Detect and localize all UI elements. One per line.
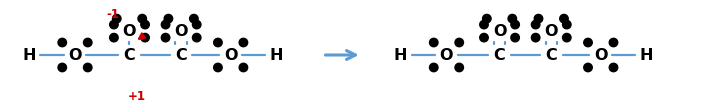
Ellipse shape xyxy=(609,38,618,47)
Text: +1: +1 xyxy=(128,90,145,103)
Text: C: C xyxy=(123,48,135,62)
Ellipse shape xyxy=(164,14,173,23)
Ellipse shape xyxy=(58,38,67,47)
Ellipse shape xyxy=(192,33,201,42)
Ellipse shape xyxy=(455,38,464,47)
Ellipse shape xyxy=(58,63,67,72)
Ellipse shape xyxy=(239,63,247,72)
Text: O: O xyxy=(594,48,608,62)
Ellipse shape xyxy=(189,14,198,23)
Ellipse shape xyxy=(480,33,489,42)
Ellipse shape xyxy=(584,38,592,47)
Text: C: C xyxy=(545,48,557,62)
Text: O: O xyxy=(174,24,188,39)
Ellipse shape xyxy=(508,14,517,23)
Ellipse shape xyxy=(430,38,438,47)
Ellipse shape xyxy=(584,63,592,72)
Ellipse shape xyxy=(511,20,520,29)
Ellipse shape xyxy=(532,20,540,29)
Ellipse shape xyxy=(141,20,150,29)
Text: O: O xyxy=(493,24,506,39)
Text: O: O xyxy=(545,24,558,39)
Text: -1: -1 xyxy=(106,8,119,21)
Ellipse shape xyxy=(239,38,247,47)
Ellipse shape xyxy=(110,33,118,42)
Ellipse shape xyxy=(559,14,568,23)
Text: H: H xyxy=(640,48,654,62)
Ellipse shape xyxy=(84,38,92,47)
Ellipse shape xyxy=(192,20,201,29)
Text: C: C xyxy=(493,48,506,62)
Ellipse shape xyxy=(562,20,571,29)
FancyArrowPatch shape xyxy=(139,33,145,39)
Text: H: H xyxy=(22,48,35,62)
Ellipse shape xyxy=(213,63,222,72)
Ellipse shape xyxy=(110,20,118,29)
Ellipse shape xyxy=(162,20,170,29)
Text: H: H xyxy=(270,48,284,62)
Text: O: O xyxy=(123,24,136,39)
Ellipse shape xyxy=(480,20,489,29)
Ellipse shape xyxy=(535,14,542,23)
Text: O: O xyxy=(68,48,82,62)
Ellipse shape xyxy=(113,14,121,23)
Ellipse shape xyxy=(162,33,170,42)
Ellipse shape xyxy=(84,63,92,72)
Text: C: C xyxy=(175,48,187,62)
Ellipse shape xyxy=(511,33,520,42)
Ellipse shape xyxy=(138,14,147,23)
Ellipse shape xyxy=(483,14,491,23)
Ellipse shape xyxy=(141,33,150,42)
Ellipse shape xyxy=(213,38,222,47)
Text: O: O xyxy=(224,48,238,62)
Ellipse shape xyxy=(562,33,571,42)
Text: O: O xyxy=(440,48,453,62)
Ellipse shape xyxy=(430,63,438,72)
Text: H: H xyxy=(393,48,407,62)
Ellipse shape xyxy=(532,33,540,42)
Ellipse shape xyxy=(609,63,618,72)
Ellipse shape xyxy=(455,63,464,72)
